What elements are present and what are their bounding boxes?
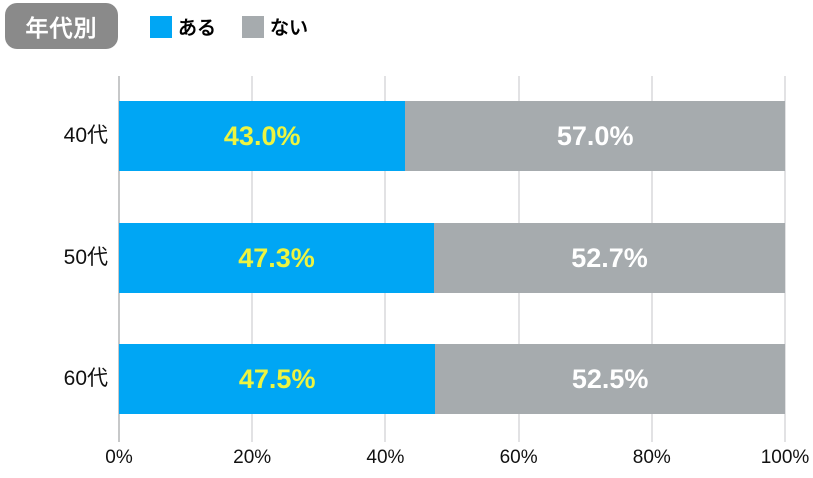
bar-row: 47.3% 52.7% <box>119 223 785 293</box>
bar-segment-ある: 47.3% <box>119 223 435 293</box>
x-tick-label: 40% <box>366 447 405 468</box>
legend: ある ない <box>150 13 308 40</box>
x-tick-label: 60% <box>499 447 538 468</box>
legend-label: ない <box>270 18 309 39</box>
legend-item-0: ある <box>150 13 216 40</box>
value-label: 43.0% <box>223 120 301 151</box>
value-label: 52.7% <box>571 242 648 273</box>
category-label: 60代 <box>63 367 108 390</box>
value-label: 52.5% <box>571 363 649 394</box>
bar-segment-ない: 52.5% <box>435 344 785 414</box>
bar-row: 47.5% 52.5% <box>119 344 785 414</box>
x-tick-label: 0% <box>105 447 133 468</box>
category-label: 50代 <box>63 246 108 269</box>
chart-title: 年代別 <box>25 15 98 41</box>
x-tick-label: 80% <box>632 447 671 468</box>
value-label: 47.3% <box>238 242 315 273</box>
legend-label: ある <box>178 18 217 39</box>
bar-segment-ない: 52.7% <box>434 223 785 293</box>
legend-item-1: ない <box>242 13 308 40</box>
x-tick-label: 100% <box>760 447 810 468</box>
chart-title-badge: 年代別 <box>5 3 118 49</box>
bar-segment-ある: 47.5% <box>119 344 436 414</box>
plot-area: 43.0% 57.0% 40代 47.3% 52.7% 50代 47.5% 52.5% 60代 <box>64 76 786 442</box>
value-label: 57.0% <box>556 120 634 151</box>
value-label: 47.5% <box>238 363 316 394</box>
gridline <box>784 76 786 442</box>
legend-swatch-icon <box>150 15 172 38</box>
legend-swatch-icon <box>242 15 265 38</box>
bar-segment-ない: 57.0% <box>405 101 785 171</box>
x-axis: 0% 20% 40% 60% 80% 100% <box>105 447 809 473</box>
category-label: 40代 <box>63 124 108 147</box>
bar-segment-ある: 43.0% <box>119 101 406 171</box>
x-tick-label: 20% <box>233 447 272 468</box>
bar-row: 43.0% 57.0% <box>119 101 785 171</box>
